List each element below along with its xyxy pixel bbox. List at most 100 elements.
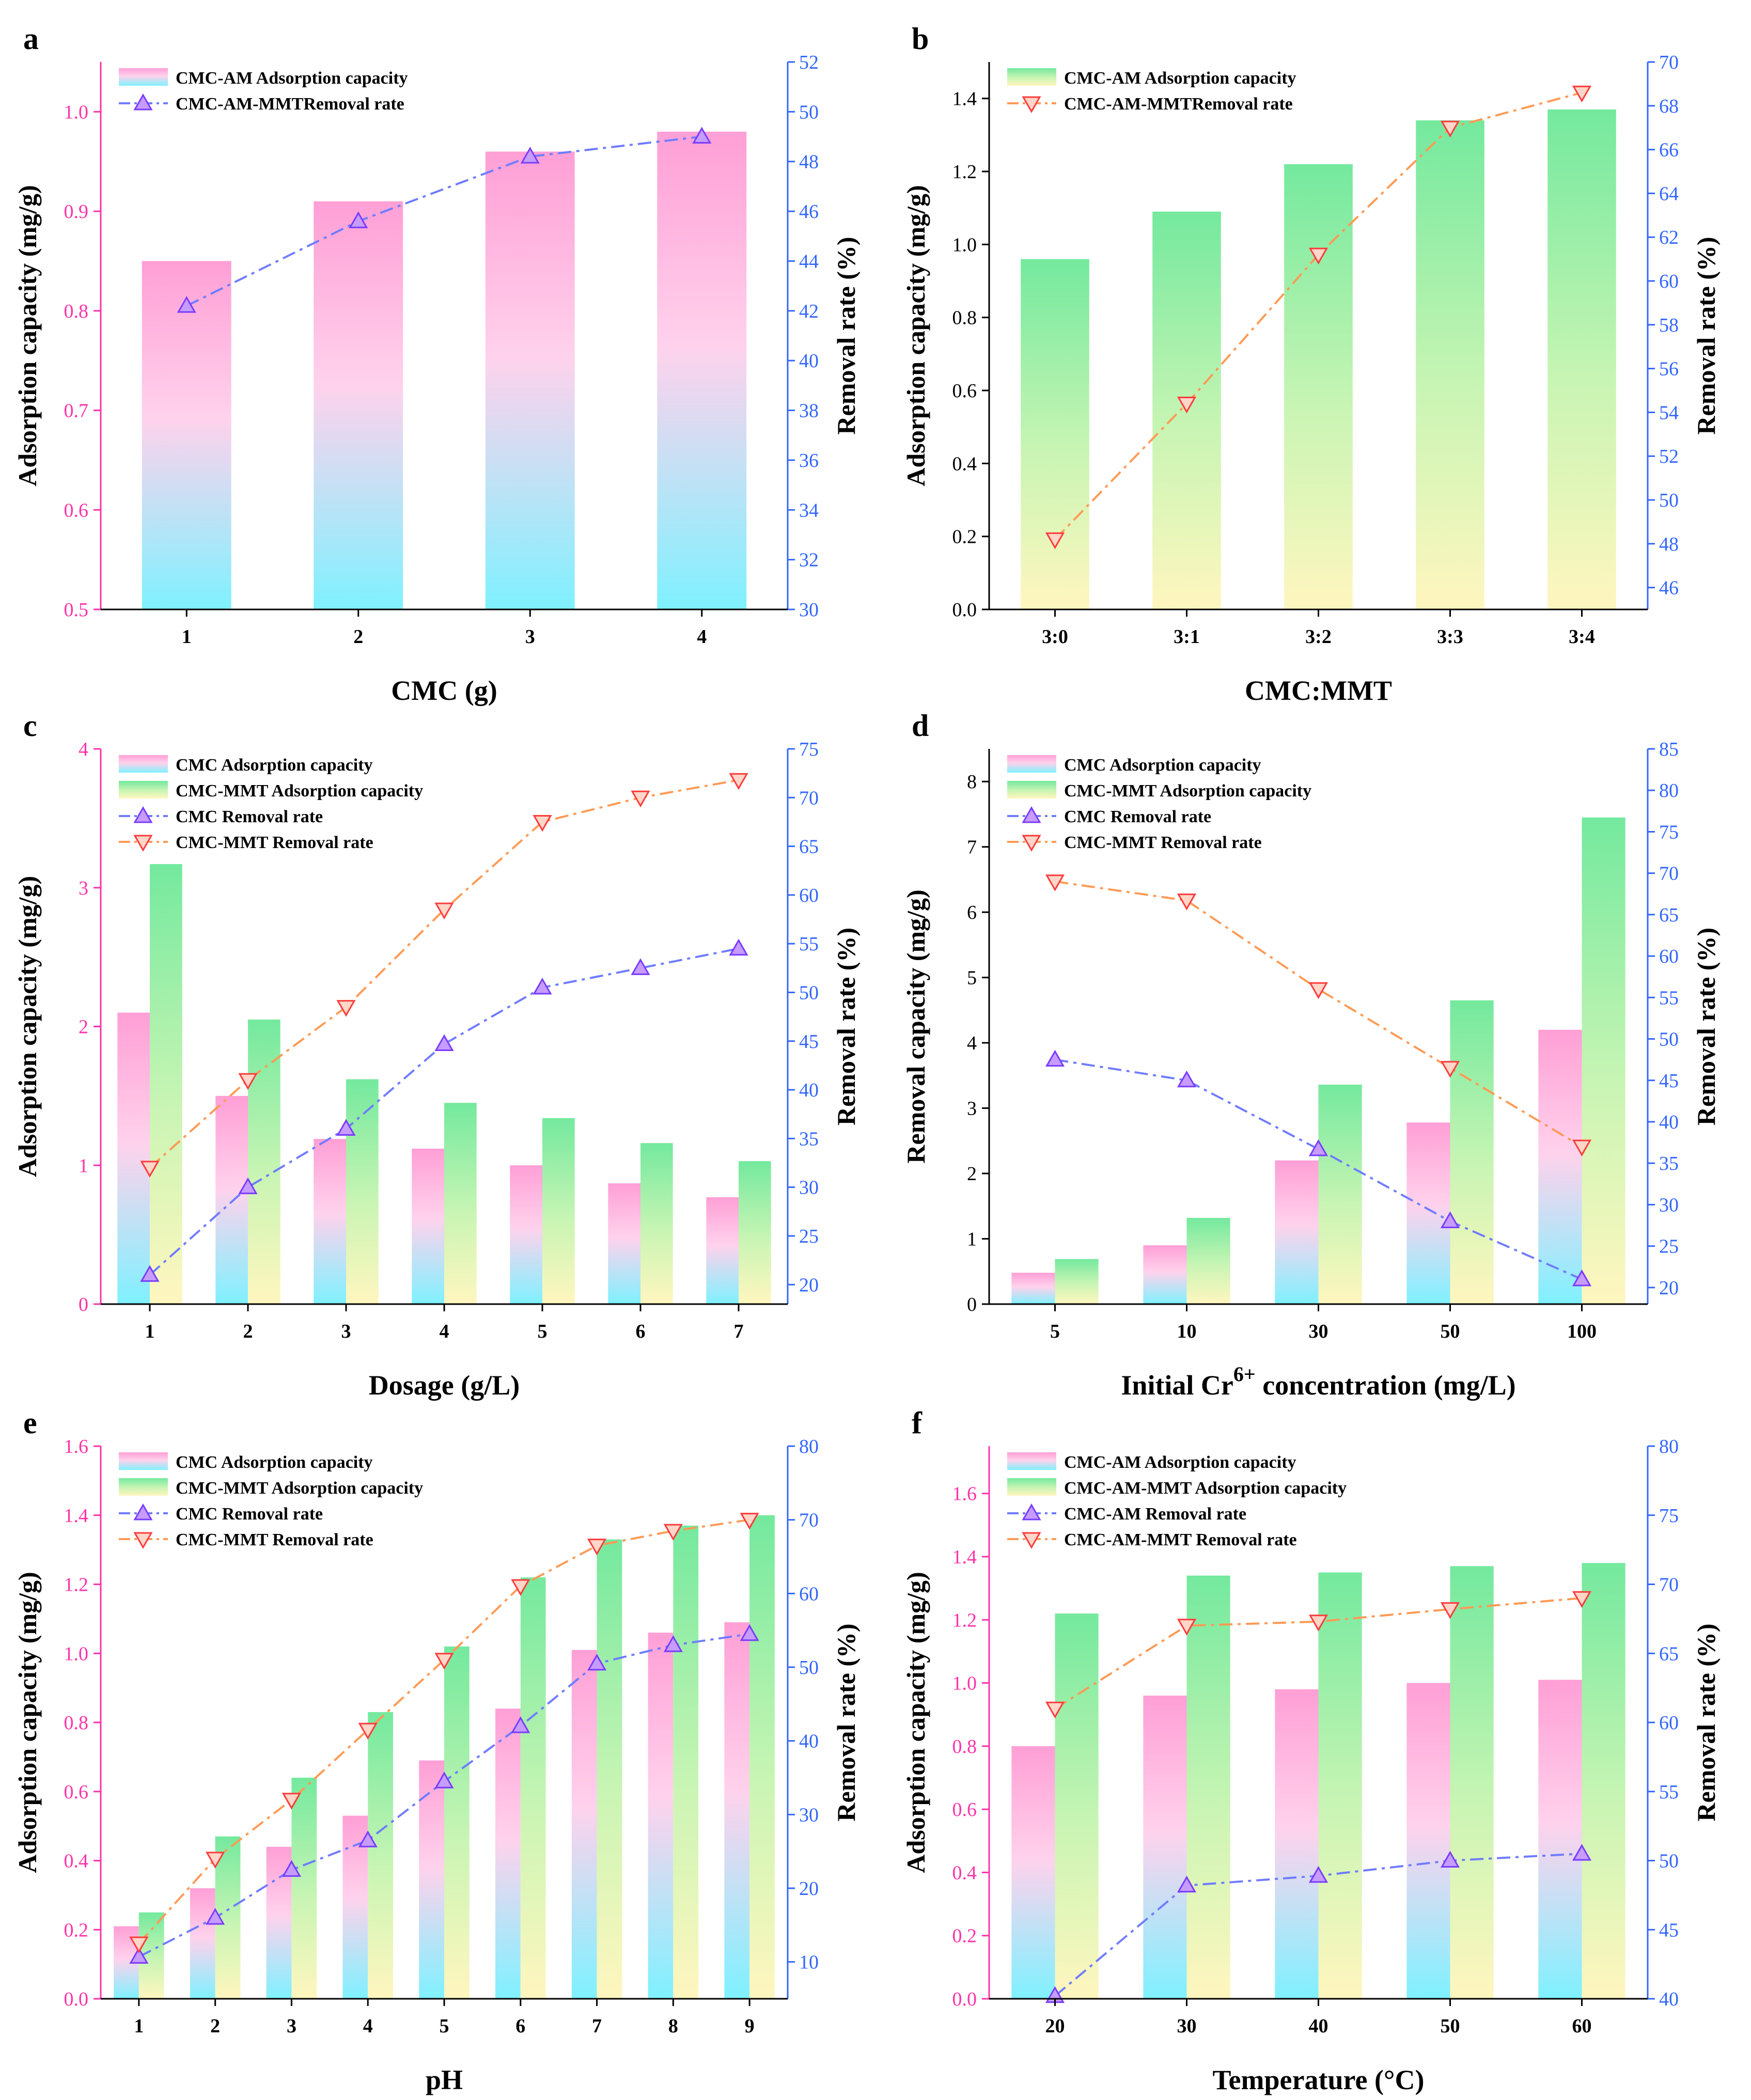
data-point-orange: [1308, 982, 1328, 999]
x-tick-label: 7: [592, 2015, 602, 2037]
x-tick-label: 5: [538, 1321, 548, 1342]
legend-label: CMC Adsorption capacity: [1064, 756, 1261, 775]
x-tick-label: 3:1: [1174, 626, 1200, 648]
data-point-blue: [140, 1265, 160, 1282]
y2-tick-label: 60: [1659, 946, 1679, 967]
bar-pink-cyan: [657, 131, 747, 610]
y-tick-label: 0: [79, 1294, 88, 1315]
x-tick-label: 30: [1309, 1321, 1328, 1342]
bar-green-yellow: [368, 1712, 393, 1999]
x-tick-label: 3: [341, 1321, 351, 1342]
data-point-blue: [631, 958, 650, 975]
x-tick-label: 9: [745, 2015, 755, 2037]
bar-pink-cyan: [485, 151, 575, 609]
legend-label: CMC-MMT Removal rate: [176, 1530, 373, 1549]
bar-pink-cyan: [510, 1165, 542, 1304]
y2-tick-label: 35: [799, 1128, 819, 1150]
y2-axis-title: Removal rate (%): [832, 237, 861, 434]
bar-pink-cyan: [1143, 1245, 1187, 1304]
y2-axis-title: Removal rate (%): [1692, 1623, 1721, 1821]
y2-tick-label: 80: [1659, 1436, 1679, 1458]
y2-tick-label: 75: [1659, 1505, 1679, 1527]
y2-tick-label: 85: [1659, 739, 1679, 760]
y-tick-label: 0.6: [64, 499, 89, 521]
bar-green-yellow: [1318, 1085, 1362, 1304]
y2-tick-label: 75: [1659, 821, 1679, 843]
y2-tick-label: 55: [799, 933, 819, 955]
x-tick-label: 3:4: [1569, 626, 1595, 648]
y2-tick-label: 10: [799, 1952, 819, 1973]
y-tick-label: 0.6: [952, 1799, 977, 1821]
panel-label: f: [912, 1406, 923, 1440]
data-point-orange: [1045, 532, 1065, 550]
data-point-orange: [129, 1936, 149, 1954]
data-point-orange: [140, 1161, 160, 1178]
x-axis-title: CMC:MMT: [1245, 675, 1392, 706]
data-point-orange: [587, 1539, 607, 1556]
bar-green-yellow: [597, 1539, 622, 1999]
bar-green-yellow: [444, 1646, 470, 1999]
x-axis-title-superscript: 6+: [1233, 1362, 1256, 1386]
y-tick-label: 0.0: [952, 599, 977, 621]
y-axis-title: Adsorption capacity (mg/g): [901, 1572, 930, 1873]
y2-tick-label: 68: [1659, 96, 1679, 117]
y-tick-label: 0: [967, 1294, 977, 1315]
y-tick-label: 7: [967, 837, 977, 858]
bar-green-yellow: [1318, 1572, 1362, 1999]
x-tick-label: 2: [353, 626, 363, 648]
y2-tick-label: 25: [799, 1226, 819, 1247]
data-point-blue: [177, 296, 196, 313]
legend: CMC-AM Adsorption capacity CMC-AM-MMTRemo…: [119, 68, 408, 114]
bar-pink-cyan: [1538, 1029, 1582, 1304]
x-axis-title-text: Temperature (°C): [1212, 2064, 1424, 2095]
bar-green-yellow: [673, 1525, 699, 1999]
legend: CMC Adsorption capacity CMC-MMT Adsorptio…: [119, 755, 423, 852]
x-tick-label: 7: [734, 1321, 744, 1342]
x-tick-label: 4: [697, 626, 707, 648]
y2-axis-title: Removal rate (%): [1692, 928, 1721, 1125]
legend-label: CMC-AM-MMT Adsorption capacity: [1064, 1479, 1347, 1498]
bar-pink-cyan: [495, 1709, 521, 1999]
y-tick-label: 0.0: [952, 1988, 977, 2010]
data-point-orange: [1045, 874, 1065, 891]
y2-tick-label: 45: [799, 1031, 819, 1053]
bar-green-yellow: [1450, 1566, 1494, 1999]
bar-pink-cyan: [706, 1197, 739, 1304]
data-point-orange: [1308, 247, 1328, 265]
y2-tick-label: 56: [1659, 358, 1679, 380]
data-point-orange: [282, 1793, 302, 1810]
y2-tick-label: 20: [799, 1274, 819, 1296]
y-axis-title: Removal capacity (mg/g): [901, 889, 930, 1163]
x-tick-label: 2: [210, 2015, 220, 2037]
panel-label: d: [912, 709, 929, 743]
y2-tick-label: 30: [1659, 1194, 1679, 1216]
panel-e: e 0.0 0.2 0.4 0.6 0.8 1.0 1.2 1.4 1.6 10 20 30 40 50 60…: [13, 1406, 861, 2095]
data-point-orange: [1177, 1619, 1197, 1636]
bar-pink-cyan: [1275, 1160, 1319, 1304]
data-point-orange: [1440, 1602, 1460, 1619]
x-tick-label: 50: [1441, 2015, 1460, 2037]
y2-tick-label: 66: [1659, 139, 1679, 161]
data-point-orange: [533, 814, 552, 832]
y-tick-label: 1.4: [952, 1546, 977, 1568]
bar-pink-cyan: [314, 201, 403, 609]
y2-tick-label: 45: [1659, 1070, 1679, 1092]
y2-tick-label: 60: [1659, 271, 1679, 292]
y2-tick-label: 70: [799, 787, 819, 809]
series-line-orange: [1055, 880, 1583, 1148]
data-point-blue: [1308, 1866, 1328, 1883]
y2-tick-label: 62: [1659, 227, 1679, 248]
panel-a: a0.50.60.70.80.91.0303234363840424446485…: [13, 22, 861, 706]
data-point-blue: [1440, 1851, 1460, 1868]
legend-label: CMC-MMT Adsorption capacity: [176, 781, 423, 801]
y-tick-label: 1.2: [952, 1609, 977, 1631]
legend-marker-orange: [133, 1532, 153, 1549]
data-point-blue: [238, 1177, 258, 1195]
x-tick-label: 2: [243, 1321, 253, 1342]
bar-green-yellow: [1547, 109, 1616, 609]
x-tick-label: 10: [1177, 1321, 1197, 1342]
y2-tick-label: 64: [1659, 183, 1679, 205]
y2-tick-label: 70: [1659, 52, 1679, 73]
y2-tick-label: 65: [1659, 904, 1679, 926]
